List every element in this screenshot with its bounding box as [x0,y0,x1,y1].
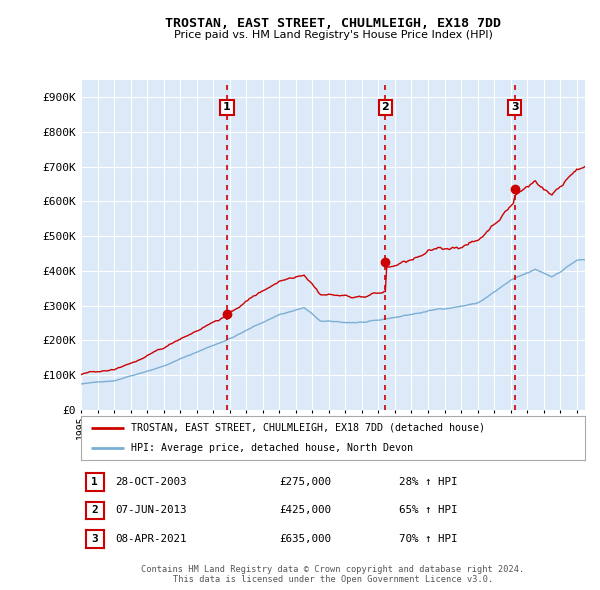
Text: 1: 1 [223,103,231,113]
Text: 07-JUN-2013: 07-JUN-2013 [115,506,187,515]
Text: £275,000: £275,000 [279,477,331,487]
Text: 3: 3 [91,534,98,543]
Text: 3: 3 [511,103,518,113]
Text: Contains HM Land Registry data © Crown copyright and database right 2024.
This d: Contains HM Land Registry data © Crown c… [142,565,524,584]
Text: £425,000: £425,000 [279,506,331,515]
Text: Price paid vs. HM Land Registry's House Price Index (HPI): Price paid vs. HM Land Registry's House … [173,30,493,40]
Text: HPI: Average price, detached house, North Devon: HPI: Average price, detached house, Nort… [131,443,413,453]
Text: 08-APR-2021: 08-APR-2021 [115,534,187,543]
Text: 1: 1 [91,477,98,487]
Text: TROSTAN, EAST STREET, CHULMLEIGH, EX18 7DD: TROSTAN, EAST STREET, CHULMLEIGH, EX18 7… [165,17,501,30]
Text: 28% ↑ HPI: 28% ↑ HPI [399,477,458,487]
Text: 70% ↑ HPI: 70% ↑ HPI [399,534,458,543]
Text: 2: 2 [91,506,98,515]
Text: 2: 2 [382,103,389,113]
Text: 65% ↑ HPI: 65% ↑ HPI [399,506,458,515]
Text: TROSTAN, EAST STREET, CHULMLEIGH, EX18 7DD (detached house): TROSTAN, EAST STREET, CHULMLEIGH, EX18 7… [131,423,485,433]
Text: £635,000: £635,000 [279,534,331,543]
Text: 28-OCT-2003: 28-OCT-2003 [115,477,187,487]
